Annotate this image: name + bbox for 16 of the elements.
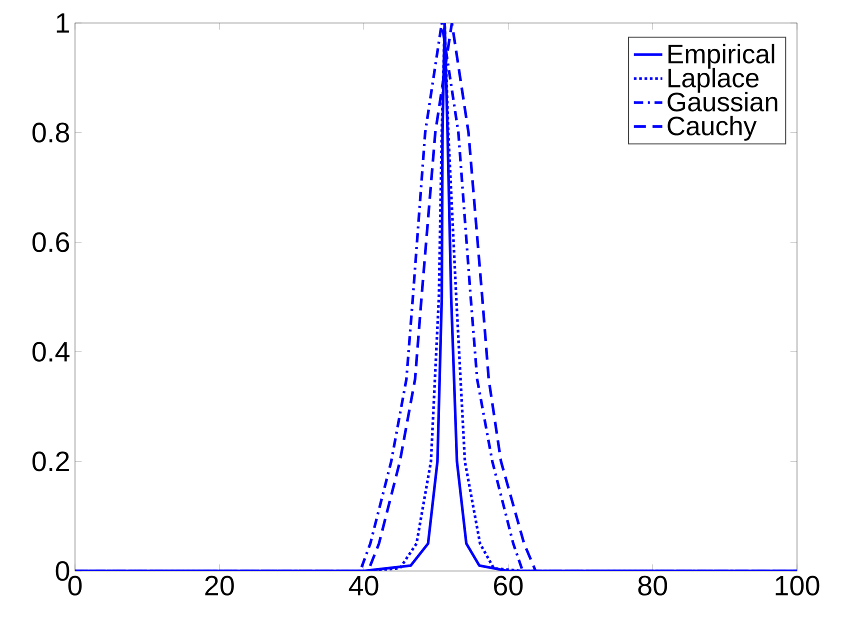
y-tick-label: 0.8 [32, 122, 70, 143]
y-tick-label: 0 [56, 561, 70, 581]
y-tick-label: 0.6 [32, 232, 70, 252]
legend-label: Cauchy [668, 116, 757, 141]
y-tick-label: 0.2 [32, 451, 69, 472]
y-tick-label: 0.4 [32, 342, 70, 362]
x-tick-label: 20 [205, 576, 234, 596]
legend-label: Gaussian [668, 92, 778, 112]
x-tick-label: 60 [494, 576, 523, 596]
legend-label: Laplace [668, 68, 759, 93]
y-tick-label: 1 [56, 13, 69, 33]
legend-label: Empirical [668, 44, 774, 69]
x-tick-label: 40 [348, 576, 378, 596]
x-tick-label: 80 [638, 576, 668, 596]
x-tick-label: 0 [68, 576, 82, 596]
x-tick-label: 100 [776, 576, 820, 596]
